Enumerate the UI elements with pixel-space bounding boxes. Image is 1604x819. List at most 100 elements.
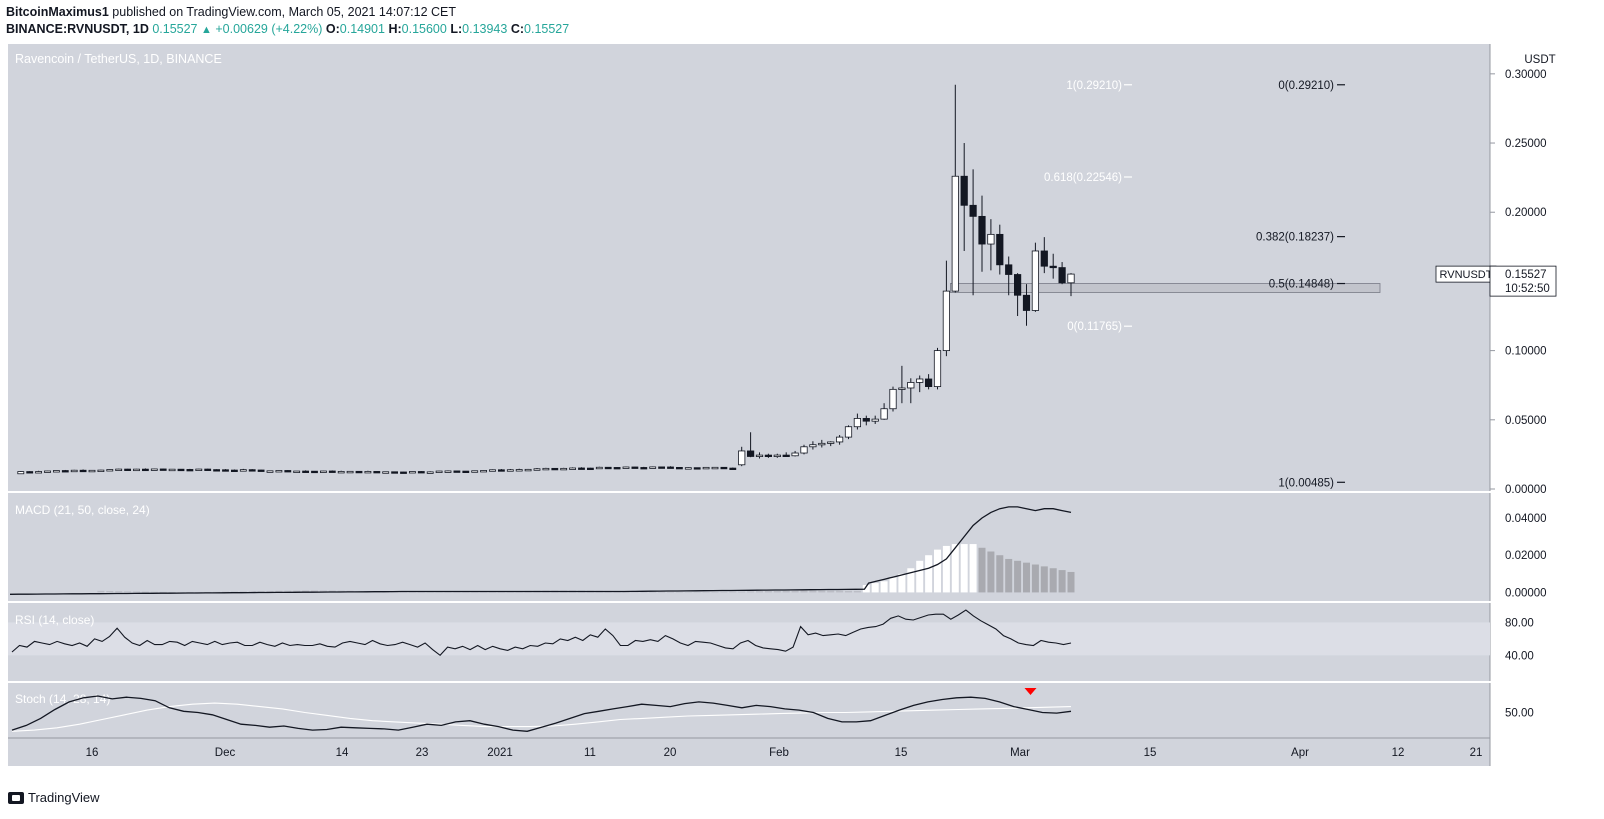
candle-body [898, 387, 906, 390]
macd-hist-bar [978, 547, 986, 593]
candle-body [88, 469, 96, 473]
publish-line: BitcoinMaximus1 published on TradingView… [6, 5, 456, 19]
pane-stoch-bg [8, 683, 1490, 738]
candle-body [444, 470, 452, 473]
macd-hist-bar [115, 591, 123, 593]
candle-body [738, 450, 746, 466]
candle-body [925, 378, 933, 387]
macd-hist-bar [230, 591, 238, 593]
candle-body [951, 175, 959, 292]
x-tick-label: 15 [1144, 747, 1157, 759]
currency-label: USDT [1524, 54, 1555, 66]
rsi-label: RSI (14, close) [15, 613, 94, 627]
x-tick-label: 23 [416, 747, 429, 759]
candle-body [97, 469, 105, 472]
fib-label: 0.5(0.14848) [1269, 279, 1334, 291]
macd-hist-bar [836, 590, 844, 593]
macd-hist-bar [800, 590, 808, 593]
rsi-line [11, 609, 1072, 657]
candle-body [622, 466, 630, 469]
candle-body [222, 469, 229, 472]
candle-body [649, 466, 657, 469]
candle-body [53, 470, 60, 473]
macd-hist-bar [1040, 566, 1048, 593]
macd-hist-bar [248, 591, 256, 593]
macd-hist-bar [853, 590, 861, 593]
pane-macd-bg [8, 493, 1490, 601]
price-axis-bg [1490, 44, 1604, 766]
x-tick-label: 16 [86, 747, 99, 759]
author-name[interactable]: BitcoinMaximus1 [6, 5, 109, 19]
candle-body [275, 470, 283, 473]
candle-body [408, 471, 416, 474]
candle-body [186, 469, 194, 472]
macd-label: MACD (21, 50, close, 24) [15, 503, 150, 517]
x-tick-label: 21 [1470, 747, 1483, 759]
candle-body [79, 469, 87, 473]
candle-body [978, 215, 986, 245]
macd-hist-bar [1005, 558, 1013, 593]
macd-hist-bar [1023, 562, 1030, 593]
macd-hist-bar [141, 591, 149, 593]
candle-body [70, 469, 78, 473]
open-label: O: [325, 22, 340, 36]
macd-hist-bar [907, 568, 915, 593]
footer-brand[interactable]: TradingView [28, 790, 100, 805]
stoch-label: Stoch (14, 28, 14) [15, 692, 110, 706]
fib-label: 0(0.29210) [1278, 80, 1334, 92]
stoch-y-tick: 50.00 [1505, 707, 1534, 719]
fib-label: 1(0.00485) [1278, 477, 1334, 489]
macd-hist-bar [266, 590, 274, 593]
macd-y-tick: 0.00000 [1505, 587, 1547, 599]
macd-line [9, 506, 1072, 595]
x-tick-label: 20 [664, 747, 677, 759]
macd-hist-bar [1058, 570, 1066, 593]
fib-label: 0.382(0.18237) [1256, 232, 1334, 244]
candle-body [764, 454, 773, 457]
fib-label: 0(0.11765) [1067, 321, 1122, 333]
macd-hist-bar [862, 584, 870, 593]
publish-info: published on TradingView.com, March 05, … [112, 5, 457, 19]
candle-body [26, 471, 34, 474]
rsi-band [8, 622, 1490, 656]
stoch-k-line [11, 695, 1072, 732]
candle-body [195, 468, 203, 471]
chart-title: Ravencoin / TetherUS, 1D, BINANCE [15, 52, 222, 66]
last-price: 0.15527 [152, 22, 198, 36]
candle-body [916, 378, 924, 383]
macd-hist-bar [969, 544, 977, 593]
candle-body [35, 471, 42, 474]
candle-body [969, 204, 977, 217]
x-tick-label: Mar [1010, 747, 1030, 759]
x-tick-label: 14 [336, 747, 349, 759]
x-tick-label: 11 [584, 747, 596, 759]
y-tick-label: 0.10000 [1505, 346, 1547, 358]
candle-body [248, 469, 256, 472]
macd-hist-bar [284, 590, 292, 593]
macd-hist-bar [222, 591, 229, 593]
candle-body [302, 470, 310, 473]
candle-body [391, 471, 399, 474]
macd-hist-bar [996, 555, 1004, 593]
candle-body [729, 467, 737, 470]
candle-body [266, 470, 274, 473]
low-label: L: [450, 22, 463, 36]
x-tick-label: Feb [769, 747, 789, 759]
candle-body [204, 468, 212, 471]
candle-body [337, 471, 345, 474]
candle-body [942, 290, 951, 352]
macd-hist-bar [720, 591, 728, 593]
candle-body [124, 468, 131, 471]
candle-body [640, 467, 648, 470]
candle-body [462, 470, 470, 474]
y-tick-label: 0.30000 [1505, 69, 1547, 81]
macd-hist-bar [809, 590, 817, 593]
macd-hist-bar [889, 577, 897, 593]
macd-hist-bar [275, 590, 283, 593]
candle-body [213, 469, 221, 472]
macd-hist-bar [1067, 571, 1075, 593]
macd-hist-bar [764, 591, 772, 593]
open-value: 0.14901 [339, 22, 385, 36]
close-value: 0.15527 [524, 22, 570, 36]
